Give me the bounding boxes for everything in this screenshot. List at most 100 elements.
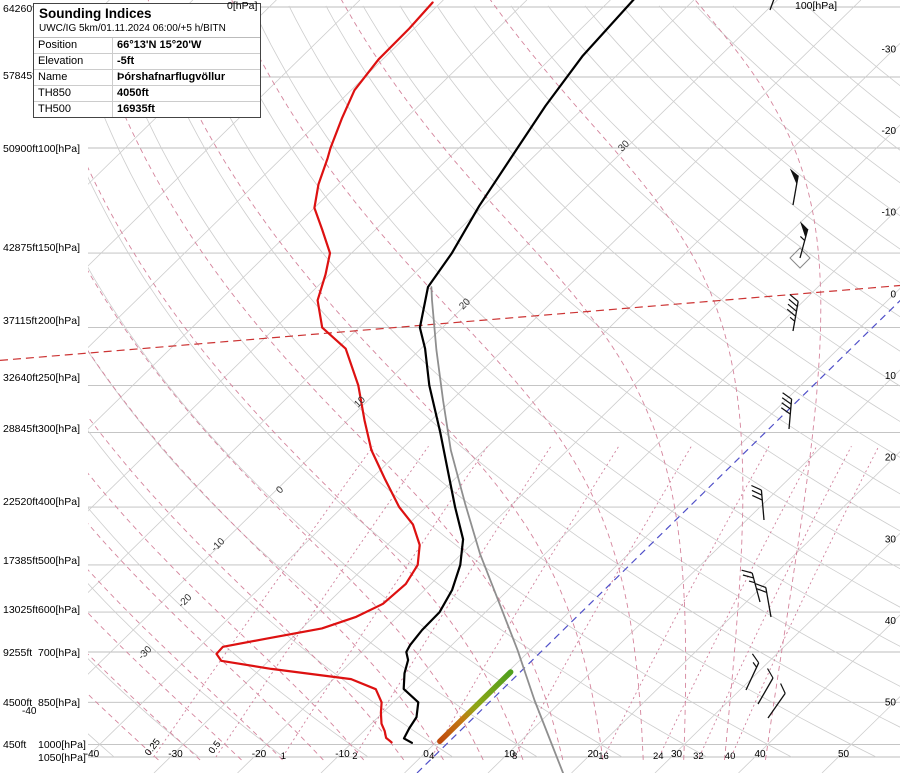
mixing-ratio-label: 32 (693, 751, 704, 762)
altitude-axis-label: 32640ft (3, 372, 38, 384)
pressure-axis-label: 600[hPa] (38, 604, 80, 616)
pressure-axis-label: 400[hPa] (38, 496, 80, 508)
wind-barb (786, 293, 799, 332)
left-adiabat-label: -40 (22, 706, 37, 717)
right-temp-label: 40 (885, 616, 897, 627)
wind-barb (751, 484, 765, 521)
mixing-ratio-line (698, 445, 852, 758)
info-row-value: -5ft (117, 55, 135, 67)
mixing-ratio-line (354, 445, 552, 758)
barb-full-feather (752, 494, 763, 501)
dry-adiabat-line (362, 5, 900, 495)
dry-adiabat-line (103, 5, 877, 758)
barb-full-feather (787, 303, 797, 312)
pressure-axis-label: 300[hPa] (38, 423, 80, 435)
mixing-ratio-label: 40 (725, 751, 736, 762)
right-temp-label: 0 (890, 289, 896, 300)
dry-adiabat-line (732, 5, 900, 151)
moist-adiabat-line (88, 350, 444, 761)
mixing-ratio-line (153, 445, 374, 758)
bottom-temp-label: 10 (504, 749, 516, 760)
barb-full-feather (780, 683, 786, 694)
altitude-axis-label: 42875ft (3, 242, 38, 254)
isotherm-line (88, 0, 277, 185)
wind-barb (789, 168, 799, 206)
freezing-reference-line (416, 299, 900, 773)
right-temp-label: -10 (882, 208, 897, 219)
moist-adiabat-line (88, 569, 283, 761)
bottom-temp-label: -40 (85, 749, 100, 760)
info-row-label: Position (34, 38, 113, 53)
barb-full-feather (741, 569, 753, 574)
dry-adiabat-line (88, 176, 707, 758)
info-row-label: TH850 (34, 86, 113, 101)
pressure-axis-label: 700[hPa] (38, 647, 80, 659)
bottom-temp-label: 40 (754, 749, 766, 760)
isotherm-line (88, 0, 862, 757)
dry-adiabat-line (88, 73, 792, 758)
pressure-axis-label: 850[hPa] (38, 697, 80, 709)
barb-staff (767, 693, 786, 719)
barb-staff (769, 0, 775, 11)
mixing-ratio-label: 24 (653, 751, 664, 762)
bottom-temp-label: 0 (423, 749, 429, 760)
curves-layer (215, 0, 635, 773)
dry-adiabat-line (140, 5, 900, 728)
isotherm-line (571, 451, 900, 773)
dry-adiabat-line (695, 5, 900, 184)
bottom-temp-label: 50 (838, 749, 850, 760)
dry-adiabat-line (658, 5, 900, 217)
right-temp-label: 10 (885, 371, 897, 382)
right-temp-label: -30 (882, 44, 897, 55)
pressure-axis-label: 1000[hPa] (38, 739, 86, 751)
mixing-ratio-line (730, 445, 880, 758)
barb-staff (792, 301, 799, 332)
pressure-axis-label: 200[hPa] (38, 315, 80, 327)
bottom-temp-label: 20 (587, 749, 599, 760)
dry-adiabat-line (214, 5, 900, 647)
top-pressure-label-right: 100[hPa] (795, 0, 838, 12)
mixing-ratio-line (603, 445, 770, 758)
panel-subtitle: UWC/IG 5km/01.11.2024 06:00/+5 h/BITN (34, 22, 260, 38)
altitude-axis-label: 22520ft (3, 496, 38, 508)
altitude-axis-label: 57845ft (3, 70, 38, 82)
right-temp-label: -20 (882, 126, 897, 137)
bottom-temp-label: 30 (671, 749, 683, 760)
wind-barb (757, 668, 774, 705)
barb-staff (757, 677, 774, 705)
altitude-axis-label: 4500ft (3, 697, 32, 709)
dry-adiabat-line (88, 350, 538, 758)
info-row-value: 4050ft (117, 87, 149, 99)
barb-half-feather (748, 580, 755, 584)
moist-adiabat-line (147, 0, 604, 760)
isotherm-line (487, 369, 900, 773)
mixing-ratio-line (282, 445, 488, 758)
barb-half-feather (799, 235, 806, 242)
dry-adiabat-line (621, 5, 900, 250)
dry-adiabat-line (88, 507, 369, 758)
mixing-ratio-line (658, 445, 818, 758)
isotherm-line (738, 614, 900, 773)
barb-full-feather (780, 407, 791, 415)
wind-barb (780, 392, 793, 430)
barb-half-feather (752, 662, 758, 668)
isotherm-line (237, 124, 900, 773)
adiabat-inline-label: -30 (136, 644, 154, 662)
tropopause-diamond (789, 247, 811, 269)
adiabat-inline-label: -20 (176, 592, 194, 610)
barb-full-feather (751, 653, 760, 664)
mixing-ratio-label: 2 (352, 751, 357, 762)
isotherm-line (821, 696, 900, 773)
info-row: Name Þórshafnarflugvöllur (34, 70, 260, 86)
bottom-temp-label: -10 (335, 749, 350, 760)
mixing-ratio-label: 16 (598, 751, 609, 762)
mixing-ratio-line (431, 445, 620, 758)
isotherm-line (320, 206, 900, 773)
wind-barb (767, 683, 786, 719)
isotherm-line (88, 0, 361, 267)
wind-barb (755, 583, 772, 618)
temperature-curve (402, 0, 635, 744)
info-row-label: Name (34, 70, 113, 85)
pressure-axis-label: 1050[hPa] (38, 752, 86, 764)
